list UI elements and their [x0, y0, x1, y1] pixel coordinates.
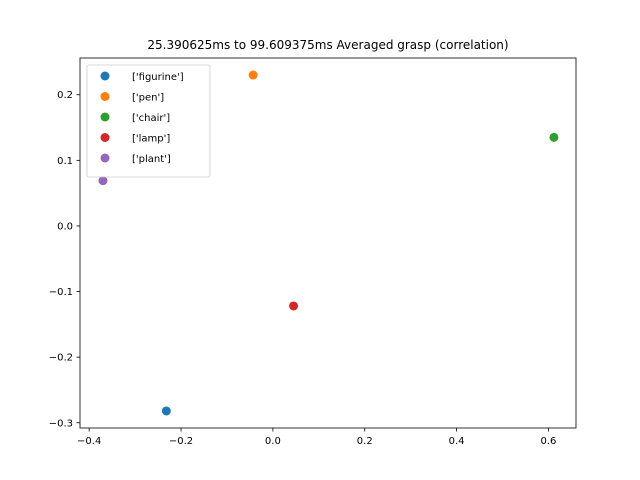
legend-marker: [100, 153, 110, 163]
legend: ['figurine'] ['pen'] ['chair'] ['lamp'] ['pl…: [86, 64, 211, 178]
x-tick-label: 0.0: [265, 436, 281, 447]
x-tick-label: 0.6: [540, 436, 556, 447]
legend-label: ['plant']: [132, 154, 171, 165]
x-tick-label: −0.4: [77, 436, 101, 447]
data-point: [248, 70, 258, 80]
legend-frame: [86, 64, 211, 178]
plot-area-frame: [79, 57, 577, 429]
y-tick-label: −0.2: [49, 353, 73, 364]
y-tick-label: 0.2: [57, 90, 73, 101]
y-tick-label: 0.1: [57, 156, 73, 167]
legend-label: ['chair']: [132, 113, 170, 124]
chart-title: 25.390625ms to 99.609375ms Averaged gras…: [147, 38, 508, 52]
data-points: [98, 70, 559, 416]
data-point: [98, 176, 108, 186]
y-tick-label: −0.1: [49, 287, 73, 298]
x-tick-label: 0.2: [357, 436, 373, 447]
x-tick-label: 0.4: [449, 436, 465, 447]
data-point: [289, 301, 299, 311]
x-axis: −0.4 −0.2 0.0 0.2 0.4 0.6: [77, 428, 556, 447]
y-tick-label: 0.0: [57, 221, 73, 232]
legend-label: ['figurine']: [132, 72, 184, 83]
data-point: [549, 132, 559, 142]
legend-marker: [100, 133, 110, 142]
data-point: [161, 406, 171, 416]
legend-marker: [100, 112, 110, 122]
legend-marker: [100, 92, 110, 101]
x-tick-label: −0.2: [169, 436, 193, 447]
y-axis: −0.3 −0.2 −0.1 0.0 0.1 0.2: [49, 90, 80, 429]
legend-label: ['lamp']: [132, 134, 170, 145]
y-tick-label: −0.3: [49, 418, 73, 429]
legend-marker: [100, 71, 110, 81]
legend-label: ['pen']: [132, 93, 164, 104]
